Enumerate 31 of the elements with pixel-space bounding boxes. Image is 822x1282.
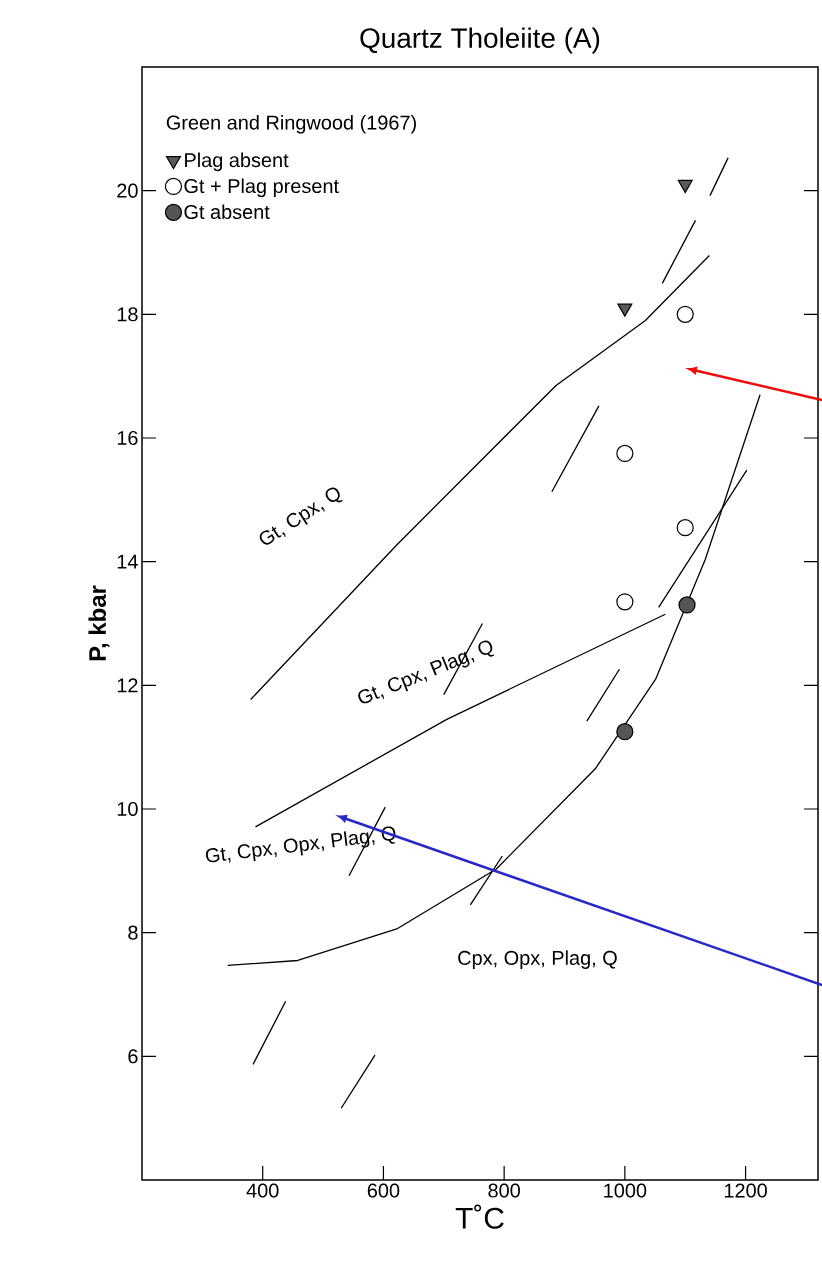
point xyxy=(616,444,634,463)
x-tick-label: 600 xyxy=(367,1183,400,1198)
legend-label: Plag absent xyxy=(185,152,289,172)
y-tick-label: 8 xyxy=(128,925,138,940)
y-tick-label: 20 xyxy=(117,183,138,198)
y-tick-label: 14 xyxy=(117,554,138,569)
x-axis-title: T˚C xyxy=(455,1204,504,1229)
annotation: Gt, Cpx, Q xyxy=(259,487,343,545)
legend-label: Gt + Plag present xyxy=(184,178,339,198)
y-tick-label: 6 xyxy=(128,1049,138,1064)
chart-title: Quartz Tholeiite (A) xyxy=(360,27,600,54)
point xyxy=(616,593,634,611)
x-tick-label: 800 xyxy=(488,1183,520,1198)
annotation: Cpx, Opx, Plag, Q xyxy=(458,950,617,969)
x-tick-label: 1200 xyxy=(724,1183,767,1198)
point xyxy=(678,596,696,614)
point xyxy=(617,303,633,317)
y-tick-label: 16 xyxy=(117,430,138,446)
y-tick-label: 10 xyxy=(117,801,138,817)
x-tick-label: 400 xyxy=(246,1183,279,1198)
legend-label: Gt absent xyxy=(184,204,270,220)
point xyxy=(676,305,694,323)
y-tick-label: 12 xyxy=(117,678,138,693)
point xyxy=(676,519,694,537)
x-tick-label: 1000 xyxy=(604,1183,647,1198)
annotation: Gt, Cpx, Plag, Q xyxy=(358,640,494,704)
y-axis-title: P, kbar xyxy=(88,585,110,661)
legend-title: Green and Ringwood (1967) xyxy=(166,115,416,134)
point xyxy=(616,723,634,741)
point xyxy=(677,179,693,194)
y-tick-label: 18 xyxy=(117,307,138,322)
